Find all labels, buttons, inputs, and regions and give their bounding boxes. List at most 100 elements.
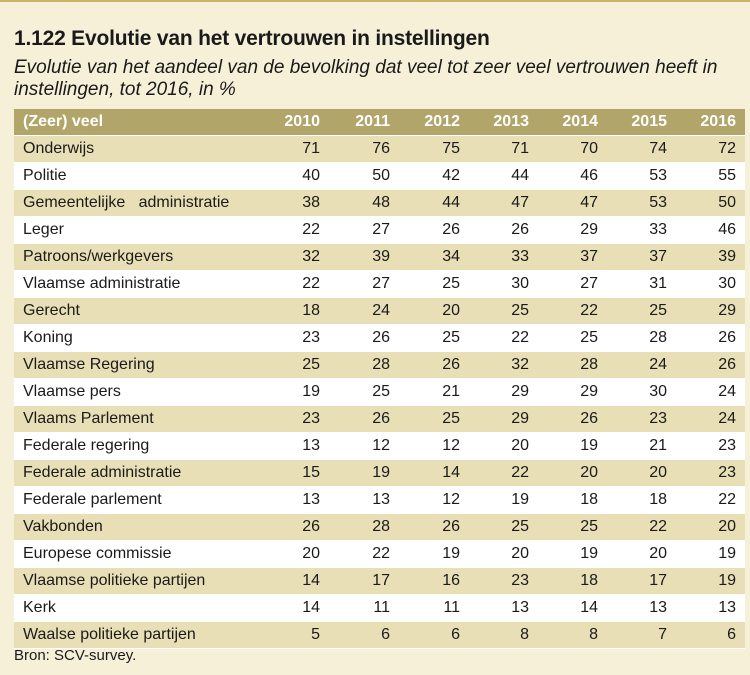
source-note: Bron: SCV-survey. [14,647,137,664]
table-row: Politie 40 50 42 44 46 53 55 [14,162,745,190]
table-row: Vakbonden 26 28 26 25 25 22 20 [14,513,745,541]
value-cell: 7 [607,621,676,649]
value-cell: 13 [469,594,538,622]
table-row: Vlaamse administratie 22 27 25 30 27 31 30 [14,270,745,298]
value-cell: 30 [676,270,745,298]
header-year: 2014 [538,109,607,136]
value-cell: 14 [399,459,469,487]
header-year: 2013 [469,109,538,136]
value-cell: 72 [676,135,745,163]
value-cell: 20 [399,297,469,325]
header-year: 2012 [399,109,469,136]
row-label: Vlaams Parlement [14,405,259,433]
value-cell: 25 [469,513,538,541]
value-cell: 27 [538,270,607,298]
value-cell: 12 [329,432,399,460]
header-year: 2016 [676,109,745,136]
value-cell: 13 [259,432,329,460]
value-cell: 19 [469,486,538,514]
table-row: Vlaamse Regering 25 28 26 32 28 24 26 [14,351,745,379]
table-row: Vlaams Parlement 23 26 25 29 26 23 24 [14,405,745,433]
value-cell: 20 [469,432,538,460]
row-label: Leger [14,216,259,244]
table-header-row: (Zeer) veel 2010 2011 2012 2013 2014 201… [14,109,745,136]
value-cell: 44 [399,189,469,217]
value-cell: 23 [469,567,538,595]
value-cell: 14 [259,594,329,622]
value-cell: 22 [538,297,607,325]
table-row: Vlaamse politieke partijen 14 17 16 23 18 17 19 [14,567,745,595]
value-cell: 14 [259,567,329,595]
value-cell: 26 [399,216,469,244]
header-year: 2015 [607,109,676,136]
value-cell: 20 [607,459,676,487]
value-cell: 19 [676,567,745,595]
value-cell: 19 [329,459,399,487]
value-cell: 18 [538,486,607,514]
row-label: Federale parlement [14,486,259,514]
page-title: 1.122 Evolutie van het vertrouwen in ins… [14,27,490,50]
value-cell: 26 [538,405,607,433]
table-row: Gemeentelijke administratie 38 48 44 47 47 53 5… [14,189,745,217]
value-cell: 17 [607,567,676,595]
value-cell: 75 [399,135,469,163]
value-cell: 39 [329,243,399,271]
value-cell: 74 [607,135,676,163]
value-cell: 18 [259,297,329,325]
value-cell: 22 [676,486,745,514]
value-cell: 21 [607,432,676,460]
value-cell: 15 [259,459,329,487]
value-cell: 53 [607,162,676,190]
table-body: Onderwijs 71 76 75 71 70 74 72 Politie 40 50 42 44 46… [14,135,745,649]
value-cell: 11 [399,594,469,622]
value-cell: 70 [538,135,607,163]
value-cell: 20 [469,540,538,568]
row-label: Federale administratie [14,459,259,487]
value-cell: 20 [607,540,676,568]
value-cell: 26 [399,513,469,541]
value-cell: 19 [538,432,607,460]
value-cell: 28 [607,324,676,352]
value-cell: 25 [259,351,329,379]
table-row: Gerecht 18 24 20 25 22 25 29 [14,297,745,325]
value-cell: 25 [538,324,607,352]
row-label: Vakbonden [14,513,259,541]
header-label: (Zeer) veel [14,109,259,136]
value-cell: 12 [399,432,469,460]
value-cell: 21 [399,378,469,406]
value-cell: 22 [329,540,399,568]
value-cell: 24 [676,378,745,406]
value-cell: 22 [259,216,329,244]
value-cell: 17 [329,567,399,595]
value-cell: 33 [607,216,676,244]
value-cell: 28 [329,513,399,541]
value-cell: 50 [329,162,399,190]
value-cell: 23 [676,432,745,460]
row-label: Vlaamse politieke partijen [14,567,259,595]
value-cell: 13 [329,486,399,514]
value-cell: 29 [538,216,607,244]
value-cell: 29 [469,405,538,433]
value-cell: 71 [259,135,329,163]
row-label: Onderwijs [14,135,259,163]
trust-table: (Zeer) veel 2010 2011 2012 2013 2014 201… [14,109,745,649]
value-cell: 29 [469,378,538,406]
value-cell: 11 [329,594,399,622]
value-cell: 29 [538,378,607,406]
value-cell: 24 [676,405,745,433]
table-row: Federale administratie 15 19 14 22 20 20 23 [14,459,745,487]
table-row: Europese commissie 20 22 19 20 19 20 19 [14,540,745,568]
value-cell: 44 [469,162,538,190]
table-row: Federale parlement 13 13 12 19 18 18 22 [14,486,745,514]
value-cell: 12 [399,486,469,514]
table-row: Onderwijs 71 76 75 71 70 74 72 [14,135,745,163]
row-label: Koning [14,324,259,352]
value-cell: 30 [607,378,676,406]
row-label: Vlaamse administratie [14,270,259,298]
value-cell: 22 [607,513,676,541]
value-cell: 26 [469,216,538,244]
value-cell: 28 [329,351,399,379]
value-cell: 25 [469,297,538,325]
value-cell: 25 [399,405,469,433]
value-cell: 25 [538,513,607,541]
